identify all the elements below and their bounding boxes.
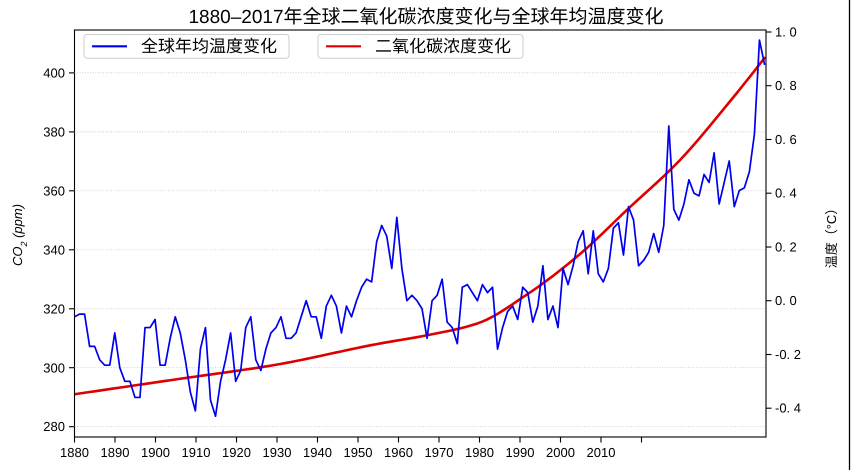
svg-text:1990: 1990 bbox=[506, 445, 535, 460]
svg-text:2000: 2000 bbox=[546, 445, 575, 460]
svg-text:1930: 1930 bbox=[263, 445, 292, 460]
svg-text:温度（°C）: 温度（°C） bbox=[824, 202, 839, 269]
svg-text:1970: 1970 bbox=[425, 445, 454, 460]
svg-text:0. 8: 0. 8 bbox=[775, 78, 797, 93]
svg-text:0. 6: 0. 6 bbox=[775, 132, 797, 147]
svg-text:340: 340 bbox=[43, 242, 65, 257]
svg-text:280: 280 bbox=[43, 419, 65, 434]
svg-text:320: 320 bbox=[43, 301, 65, 316]
svg-text:1910: 1910 bbox=[182, 445, 211, 460]
svg-text:1960: 1960 bbox=[384, 445, 413, 460]
svg-text:CO2 (ppm): CO2 (ppm) bbox=[10, 204, 29, 266]
svg-text:0. 2: 0. 2 bbox=[775, 240, 797, 255]
svg-text:360: 360 bbox=[43, 183, 65, 198]
svg-text:1890: 1890 bbox=[101, 445, 130, 460]
svg-text:2010: 2010 bbox=[587, 445, 616, 460]
svg-text:1. 0: 1. 0 bbox=[775, 25, 797, 40]
svg-text:1950: 1950 bbox=[344, 445, 373, 460]
svg-text:0. 4: 0. 4 bbox=[775, 186, 797, 201]
svg-text:-0. 4: -0. 4 bbox=[775, 401, 801, 416]
svg-text:1920: 1920 bbox=[222, 445, 251, 460]
svg-text:1900: 1900 bbox=[141, 445, 170, 460]
svg-text:400: 400 bbox=[43, 66, 65, 81]
svg-text:0. 0: 0. 0 bbox=[775, 293, 797, 308]
svg-text:1980: 1980 bbox=[465, 445, 494, 460]
svg-text:1940: 1940 bbox=[303, 445, 332, 460]
svg-text:全球年均温度变化: 全球年均温度变化 bbox=[141, 37, 277, 56]
svg-text:-0. 2: -0. 2 bbox=[775, 347, 801, 362]
svg-text:300: 300 bbox=[43, 360, 65, 375]
svg-text:1880: 1880 bbox=[60, 445, 89, 460]
svg-text:二氧化碳浓度变化: 二氧化碳浓度变化 bbox=[375, 37, 511, 56]
svg-text:380: 380 bbox=[43, 125, 65, 140]
